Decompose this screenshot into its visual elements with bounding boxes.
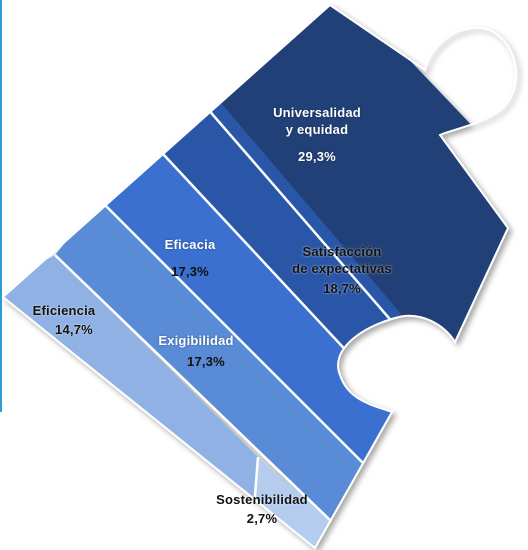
- label-exigibilidad: Exigibilidad 17,3%: [158, 332, 233, 370]
- label-eficacia: Eficacia 17,3%: [165, 236, 216, 280]
- separator-line: [54, 254, 331, 521]
- label-satisfaccion: Satisfacción de expectativas 18,7%: [292, 243, 392, 297]
- label-universalidad: Universalidad y equidad 29,3%: [273, 104, 361, 165]
- left-accent-line: [0, 0, 2, 412]
- segment-eficacia: [100, 140, 420, 470]
- value-eficacia: 17,3%: [171, 264, 209, 279]
- value-exigibilidad: 17,3%: [187, 354, 225, 369]
- label-satisfaccion-line1: Satisfacción: [302, 244, 382, 259]
- label-universalidad-line1: Universalidad: [273, 105, 361, 120]
- separator-line: [99, 199, 371, 471]
- value-sostenibilidad: 2,7%: [246, 511, 278, 526]
- label-exigibilidad-name: Exigibilidad: [158, 333, 234, 348]
- label-sostenibilidad-name: Sostenibilidad: [216, 492, 308, 507]
- label-satisfaccion-line2: de expectativas: [292, 261, 392, 276]
- value-eficiencia: 14,7%: [55, 322, 93, 337]
- value-satisfaccion: 18,7%: [323, 281, 361, 296]
- segment-exigibilidad: [55, 200, 370, 520]
- value-universalidad: 29,3%: [298, 149, 336, 164]
- label-sostenibilidad: Sostenibilidad 2,7%: [216, 491, 308, 527]
- label-eficacia-name: Eficacia: [164, 237, 216, 252]
- label-eficiencia-name: Eficiencia: [32, 303, 96, 318]
- label-universalidad-line2: y equidad: [285, 122, 349, 137]
- label-eficiencia: Eficiencia 14,7%: [33, 302, 96, 338]
- piece-outline: [1, 3, 517, 550]
